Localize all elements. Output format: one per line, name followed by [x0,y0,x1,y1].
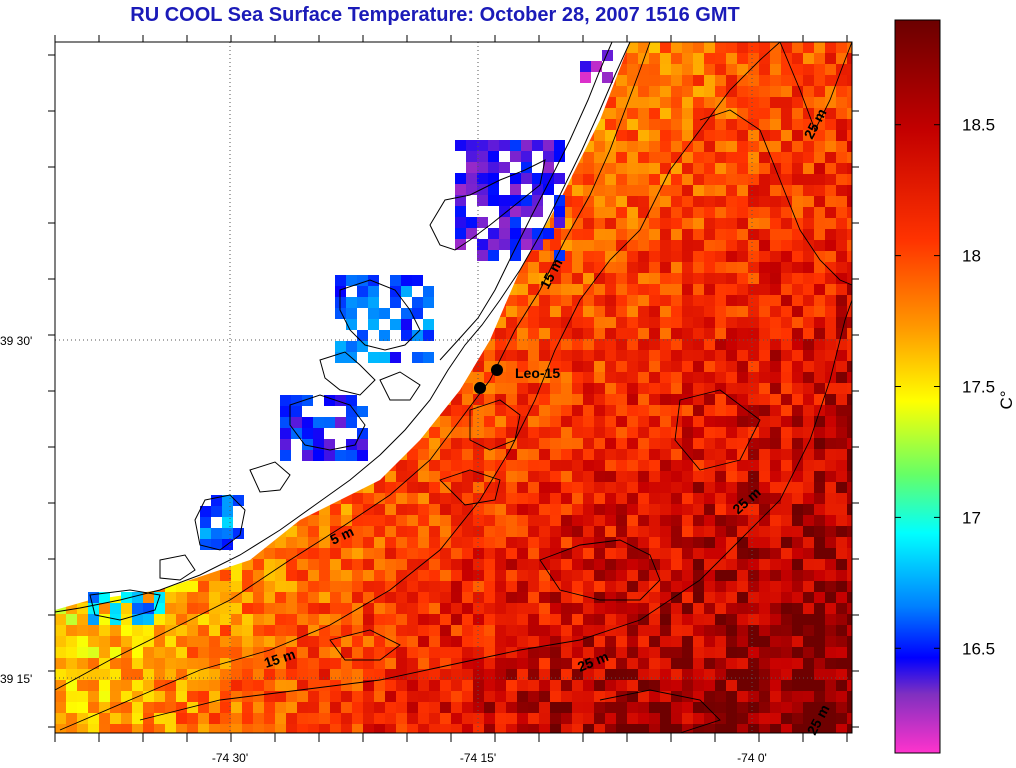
frame-ticks [48,35,859,742]
colorbar-tick-label: 16.5 [962,639,995,658]
lon-label: -74 15' [460,751,496,765]
station-marker [474,382,486,394]
colorbar: 18.5 18 17.5 17 16.5 C° [894,19,1016,754]
colorbar-tick-label: 18.5 [962,116,995,135]
colorbar-tick-label: 18 [962,247,981,266]
lat-label: 39 30' [0,334,32,348]
lon-label: -74 0' [737,751,767,765]
colorbar-gradient [894,19,941,754]
graticule [55,42,852,733]
station-label: Leo-15 [515,365,560,381]
lat-label: 39 15' [0,672,32,686]
map-frame [54,41,853,734]
leo-15-station: Leo-15 [474,364,560,394]
bathymetry-contours [55,42,852,733]
lon-label: -74 30' [212,751,248,765]
colorbar-tick-label: 17 [962,508,981,527]
longitude-labels: -74 30' -74 15' -74 0' [212,751,767,765]
latitude-labels: 39 30' 39 15' [0,334,32,686]
station-marker [491,364,503,376]
colorbar-tick-label: 17.5 [962,378,995,397]
sst-raster [55,42,852,733]
coastline [55,42,631,621]
colorbar-unit: C° [997,390,1016,409]
map-title: RU COOL Sea Surface Temperature: October… [130,4,740,26]
